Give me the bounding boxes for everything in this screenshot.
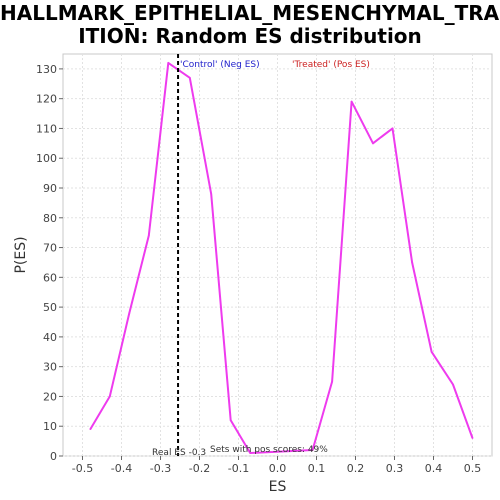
y-tick-label: 10 — [43, 420, 57, 433]
x-tick-label: -0.3 — [150, 462, 171, 475]
y-tick-label: 20 — [43, 390, 57, 403]
y-tick-label: 0 — [50, 450, 57, 463]
y-tick-label: 30 — [43, 361, 57, 374]
data-point — [167, 62, 170, 64]
y-tick-label: 90 — [43, 182, 57, 195]
chart-title-line-2: ITION: Random ES distribution — [78, 24, 422, 48]
y-tick-label: 100 — [36, 152, 57, 165]
x-tick-label: 0.5 — [464, 462, 482, 475]
x-tick-label: 0.3 — [386, 462, 404, 475]
y-tick-label: 110 — [36, 122, 57, 135]
data-point — [148, 234, 150, 237]
x-tick-label: -0.2 — [189, 462, 210, 475]
grid-lines — [63, 54, 492, 457]
x-tick-label: 0.1 — [308, 462, 326, 475]
data-point — [411, 261, 413, 264]
y-tick-label: 40 — [43, 331, 57, 344]
y-tick-label: 50 — [43, 301, 57, 314]
data-point — [249, 452, 251, 454]
data-point — [372, 142, 374, 145]
data-point — [391, 127, 394, 130]
y-tick-label: 60 — [43, 271, 57, 284]
data-point — [109, 395, 111, 398]
y-axis-label: P(ES) — [13, 236, 29, 273]
data-point — [128, 312, 131, 314]
annotations: Real ES -0.3 Sets with pos scores: 49% 'Co… — [152, 54, 370, 458]
data-point — [430, 350, 433, 353]
series-layer — [89, 61, 474, 454]
chart-title-line-1: HALLMARK_EPITHELIAL_MESENCHYMAL_TRANS — [0, 1, 500, 25]
x-axis-label: ES — [269, 479, 287, 495]
pos-scores-label: Sets with pos scores: 49% — [210, 445, 328, 455]
legend-treated: 'Treated' (Pos ES) — [292, 60, 370, 70]
x-tick-label: -0.4 — [111, 462, 132, 475]
x-tick-label: -0.5 — [72, 462, 93, 475]
y-tick-label: 130 — [36, 63, 57, 76]
axes: -0.5 -0.4 -0.3 -0.2 -0.1 0.0 0.1 0.2 0.3 0.4 0.5 0 1… — [13, 63, 481, 495]
x-tick-label: 0.0 — [269, 462, 287, 475]
data-point — [471, 437, 474, 439]
data-point — [188, 77, 191, 79]
data-point — [311, 449, 314, 451]
data-point — [452, 383, 454, 386]
y-tick-label: 120 — [36, 93, 57, 106]
real-es-label: Real ES -0.3 — [152, 448, 206, 458]
y-tick-label: 80 — [43, 212, 57, 225]
es-distribution-line — [89, 61, 474, 454]
x-tick-label: 0.4 — [425, 462, 443, 475]
legend-control: 'Control' (Neg ES) — [180, 60, 260, 70]
data-point — [331, 380, 333, 383]
data-point — [229, 419, 232, 422]
data-point — [89, 428, 92, 431]
x-tick-label: 0.2 — [347, 462, 365, 475]
y-tick-label: 70 — [43, 242, 57, 255]
x-tick-label: -0.1 — [228, 462, 249, 475]
data-point — [350, 100, 353, 103]
data-point — [210, 193, 212, 195]
